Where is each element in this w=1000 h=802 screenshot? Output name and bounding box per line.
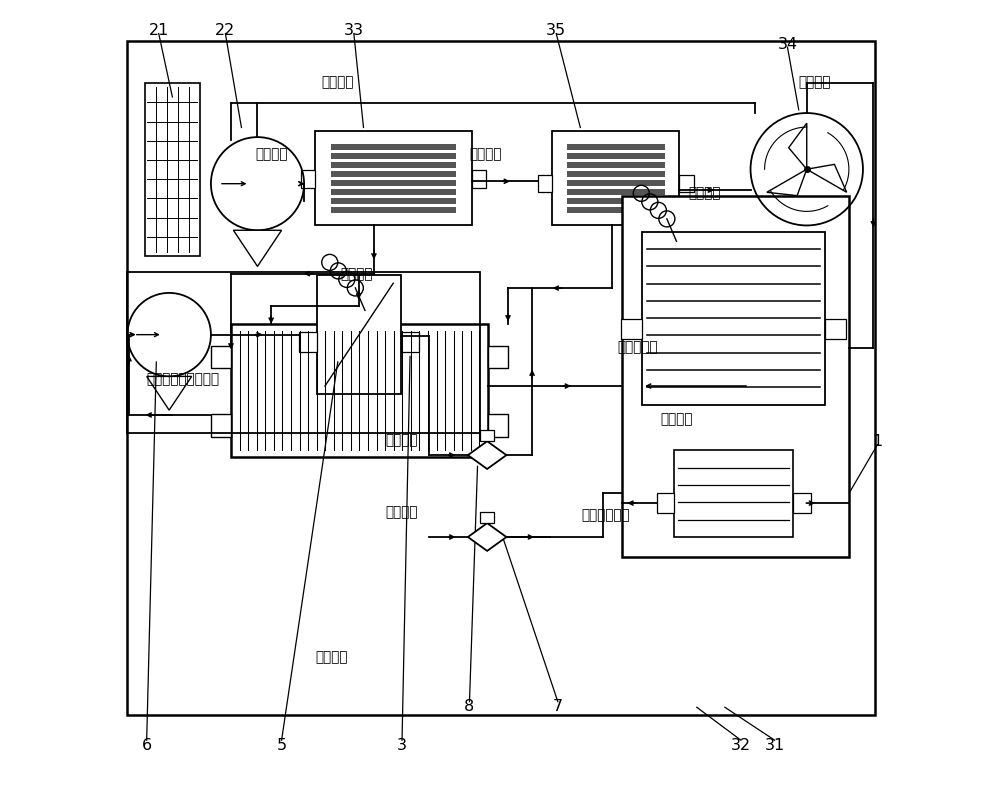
Text: 7: 7 — [553, 699, 563, 713]
Bar — [679, 176, 694, 193]
Bar — [211, 415, 231, 437]
Text: 客户日常使用: 客户日常使用 — [582, 508, 630, 522]
Text: 加热介质: 加热介质 — [660, 411, 693, 426]
Text: 高温空气: 高温空气 — [386, 504, 418, 519]
Bar — [401, 333, 419, 353]
Bar — [331, 172, 456, 178]
Text: 3: 3 — [397, 737, 407, 751]
Polygon shape — [233, 231, 282, 267]
Bar — [127, 273, 480, 433]
Bar — [127, 42, 875, 715]
Text: 34: 34 — [777, 37, 798, 51]
Bar — [331, 180, 456, 187]
Bar — [642, 233, 825, 405]
Text: 31: 31 — [765, 737, 785, 751]
Text: 33: 33 — [344, 23, 364, 38]
Polygon shape — [807, 165, 847, 193]
Bar — [480, 431, 494, 442]
Bar — [552, 132, 679, 226]
Bar — [793, 493, 811, 513]
Bar — [480, 512, 494, 524]
Text: 6: 6 — [142, 737, 152, 751]
Bar — [567, 172, 665, 178]
Bar — [299, 333, 317, 353]
Text: 5: 5 — [277, 737, 287, 751]
Text: 过滤空气: 过滤空气 — [322, 75, 354, 89]
Bar — [488, 346, 508, 369]
Bar — [488, 415, 508, 437]
Bar — [538, 176, 552, 193]
Bar — [621, 319, 642, 339]
Bar — [567, 199, 665, 205]
Bar — [145, 84, 200, 257]
Bar — [301, 171, 315, 188]
Bar — [331, 163, 456, 169]
Bar — [331, 199, 456, 205]
Text: 32: 32 — [731, 737, 751, 751]
Text: 未完全反应的混合气: 未完全反应的混合气 — [146, 371, 219, 386]
Text: 加热介质: 加热介质 — [341, 267, 373, 282]
Bar — [622, 196, 849, 557]
Text: 重整混合气: 重整混合气 — [618, 339, 658, 354]
Bar — [331, 208, 456, 214]
Bar — [674, 451, 793, 537]
Polygon shape — [147, 377, 192, 411]
Text: 高温空气: 高温空气 — [799, 75, 831, 89]
Text: 过滤空气: 过滤空气 — [255, 147, 287, 161]
Bar — [825, 319, 846, 339]
Polygon shape — [468, 524, 506, 551]
Polygon shape — [767, 170, 807, 196]
Text: 21: 21 — [149, 23, 169, 38]
Text: 8: 8 — [464, 699, 475, 713]
Bar — [567, 144, 665, 151]
Text: 加热介质: 加热介质 — [469, 147, 502, 161]
Bar — [472, 171, 486, 188]
Bar — [567, 163, 665, 169]
Bar — [211, 346, 231, 369]
Bar — [331, 153, 456, 160]
Bar — [331, 189, 456, 196]
Text: 35: 35 — [546, 23, 566, 38]
Bar — [567, 180, 665, 187]
Polygon shape — [468, 442, 506, 469]
Text: 22: 22 — [215, 23, 235, 38]
Bar — [567, 153, 665, 160]
Bar — [317, 276, 401, 395]
Bar — [331, 144, 456, 151]
Text: 高温空气: 高温空气 — [386, 432, 418, 447]
Text: 加热介质: 加热介质 — [689, 185, 721, 200]
Bar — [567, 208, 665, 214]
Bar — [567, 189, 665, 196]
Polygon shape — [789, 124, 807, 170]
Text: 加热介质: 加热介质 — [315, 649, 348, 663]
Bar — [657, 493, 674, 513]
Text: 1: 1 — [872, 434, 883, 448]
Bar — [231, 325, 488, 457]
Bar — [315, 132, 472, 226]
